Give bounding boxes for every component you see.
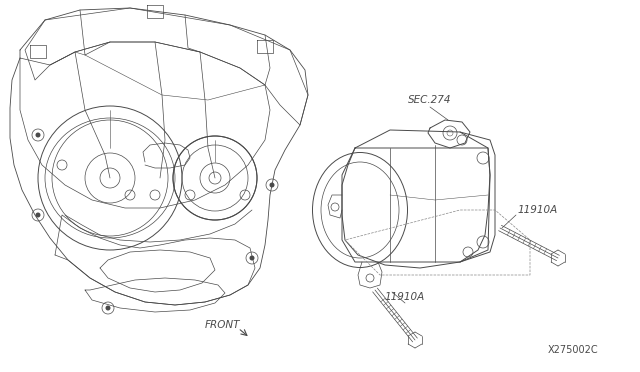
Text: 11910A: 11910A xyxy=(518,205,558,215)
Circle shape xyxy=(106,305,111,311)
Text: 11910A: 11910A xyxy=(385,292,425,302)
Circle shape xyxy=(35,132,40,138)
Text: SEC.274: SEC.274 xyxy=(408,95,452,105)
Text: X275002C: X275002C xyxy=(547,345,598,355)
Circle shape xyxy=(35,212,40,218)
Circle shape xyxy=(269,183,275,187)
Circle shape xyxy=(250,256,255,260)
Text: FRONT: FRONT xyxy=(205,320,241,330)
